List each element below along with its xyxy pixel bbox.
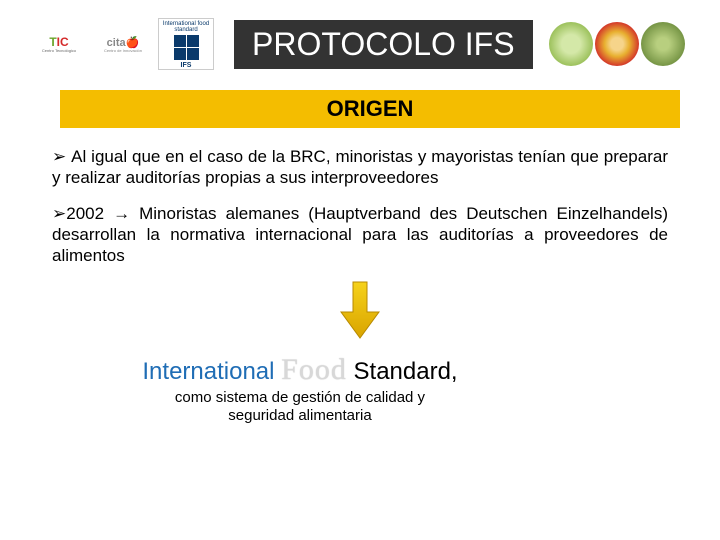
bullet-1-text: Al igual que en el caso de la BRC, minor…: [52, 147, 668, 187]
logo-tic: TIC Centro Tecnológico: [30, 26, 88, 62]
subtitle-band: ORIGEN: [60, 90, 680, 128]
hex-icon: [174, 35, 199, 60]
bullet-marker-icon: ➢: [52, 204, 66, 223]
logo-tic-subline: Centro Tecnológico: [42, 49, 76, 53]
logo-block: TIC Centro Tecnológico cita🍎 Centro de I…: [30, 18, 214, 70]
bullet-2: ➢2002 → Minoristas alemanes (Hauptverban…: [52, 203, 668, 267]
logo-ifs: International food standard IFS: [158, 18, 214, 70]
header-row: TIC Centro Tecnológico cita🍎 Centro de I…: [0, 0, 720, 80]
bullet-2-text: 2002 → Minoristas alemanes (Hauptverband…: [52, 204, 668, 266]
ifs-subline: como sistema de gestión de calidad y seg…: [0, 389, 668, 425]
ifs-standard: Standard,: [354, 358, 458, 385]
ifs-brand-line: International Food Standard,: [0, 353, 668, 387]
body-block: ➢ Al igual que en el caso de la BRC, min…: [0, 128, 720, 425]
ifs-food: Food: [281, 353, 347, 386]
logo-cita: cita🍎 Centro de Innovación: [94, 26, 152, 62]
veg-strip: [549, 22, 685, 66]
logo-cita-subline: Centro de Innovación: [104, 49, 142, 53]
artichoke-icon: [641, 22, 685, 66]
page-title: PROTOCOLO IFS: [252, 26, 515, 62]
lettuce-icon: [549, 22, 593, 66]
logo-ifs-caption: International food standard: [161, 21, 211, 33]
ifs-subline-2: seguridad alimentaria: [228, 407, 371, 424]
ifs-subline-1: como sistema de gestión de calidad y: [175, 389, 425, 406]
subtitle-text: ORIGEN: [327, 96, 414, 121]
logo-ifs-short: IFS: [181, 62, 192, 69]
bullet-marker-icon: ➢: [52, 147, 71, 166]
logo-cita-label: cita🍎: [107, 36, 140, 49]
tomato-icon: [595, 22, 639, 66]
bullet-1: ➢ Al igual que en el caso de la BRC, min…: [52, 146, 668, 189]
arrow-wrap: [52, 280, 668, 345]
ifs-international: International: [142, 358, 274, 385]
down-arrow-icon: [339, 280, 381, 340]
title-band: PROTOCOLO IFS: [234, 20, 533, 69]
logo-tic-label: TIC: [49, 35, 68, 49]
